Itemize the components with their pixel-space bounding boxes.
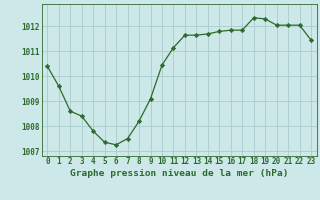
X-axis label: Graphe pression niveau de la mer (hPa): Graphe pression niveau de la mer (hPa) xyxy=(70,169,288,178)
